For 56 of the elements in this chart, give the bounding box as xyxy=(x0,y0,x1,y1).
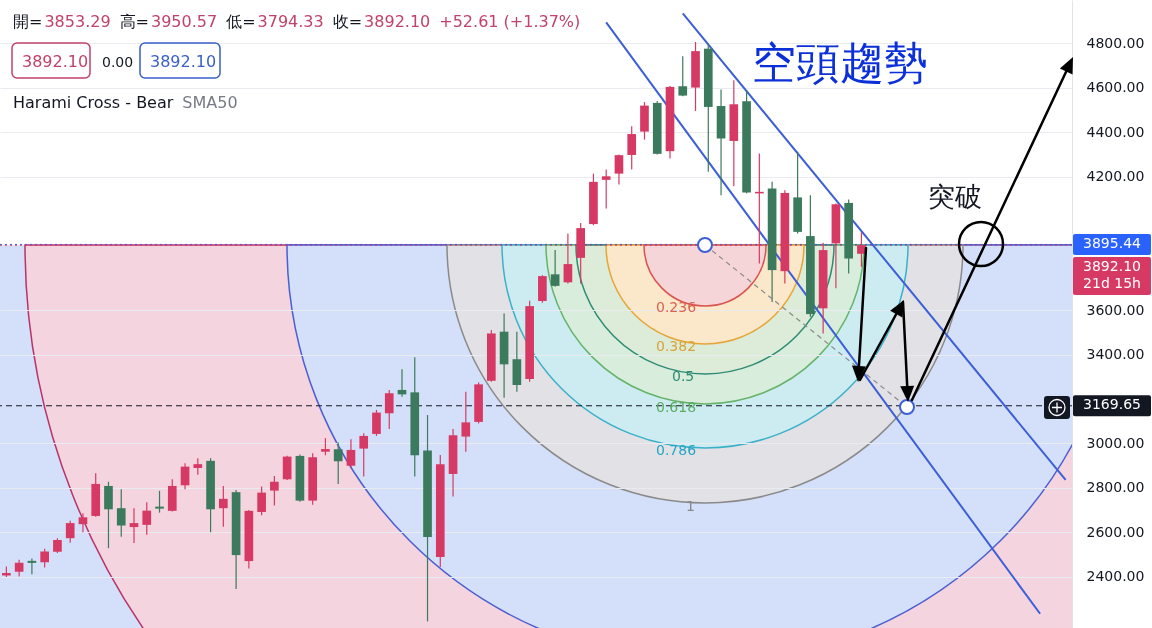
candlestick xyxy=(104,481,113,549)
candlestick xyxy=(129,507,139,544)
annotation: 開= xyxy=(13,12,43,31)
annotation: 3794.33 xyxy=(257,12,324,31)
annotation: 3950.57 xyxy=(150,12,218,31)
candlestick xyxy=(257,486,266,516)
annotation: 高= xyxy=(119,12,149,31)
y-tick-label: 4400.00 xyxy=(1086,123,1145,140)
candlestick xyxy=(78,512,88,533)
candlestick xyxy=(270,475,279,507)
annotation: 突破 xyxy=(928,181,982,212)
candlestick xyxy=(550,249,560,288)
y-tick-label: 3000.00 xyxy=(1086,434,1145,451)
candlestick xyxy=(65,520,75,544)
annotation: +52.61 (+1.37%) xyxy=(439,12,581,31)
annotation: 3892.10 xyxy=(364,12,431,31)
candlestick xyxy=(218,485,228,528)
annotation: 0.236 xyxy=(656,299,697,315)
annotation: 收= xyxy=(332,12,363,31)
y-tick-label: 2600.00 xyxy=(1086,523,1145,540)
candlestick xyxy=(155,490,164,514)
candlestick xyxy=(27,557,37,575)
annotation: 0.786 xyxy=(656,442,697,458)
annotation: SMA50 xyxy=(182,93,238,112)
annotation: Harami Cross - Bear xyxy=(13,93,174,112)
candlestick xyxy=(614,153,624,186)
annotation: 空頭趨勢 xyxy=(752,37,928,88)
candlestick xyxy=(359,432,369,478)
candlestick xyxy=(346,438,356,469)
candlestick xyxy=(142,501,152,536)
y-tick-label: 4200.00 xyxy=(1086,168,1145,185)
annotation: 3853.29 xyxy=(44,12,111,31)
y-tick-label: 2800.00 xyxy=(1086,479,1145,496)
annotation: 3892.10 xyxy=(22,52,89,71)
candlestick xyxy=(40,548,50,569)
y-tick-label: 3600.00 xyxy=(1086,301,1145,318)
ref-line-label: 3169.65 xyxy=(1083,396,1141,413)
y-tick-label: 3400.00 xyxy=(1086,346,1145,363)
y-tick-label: 4800.00 xyxy=(1086,34,1145,51)
candlestick xyxy=(601,169,611,210)
candlestick xyxy=(116,488,126,538)
ref-line-label: 3895.44 xyxy=(1083,234,1142,251)
candlestick xyxy=(333,442,343,485)
candlestick xyxy=(372,409,381,437)
candlestick xyxy=(461,391,471,453)
annotation: 0.5 xyxy=(672,368,695,384)
annotation: 0.00 xyxy=(102,54,134,70)
annotation: 3892.10 xyxy=(150,52,217,71)
y-tick-label: 2400.00 xyxy=(1086,568,1145,585)
ref-line-label: 3892.10 21d 15h xyxy=(1083,257,1141,291)
y-tick-label: 4600.00 xyxy=(1086,79,1145,96)
candlestick xyxy=(384,389,394,430)
candlestick xyxy=(678,55,688,97)
candlestick xyxy=(627,125,637,171)
annotation: 0.382 xyxy=(656,338,697,354)
annotation: 低= xyxy=(226,12,256,31)
